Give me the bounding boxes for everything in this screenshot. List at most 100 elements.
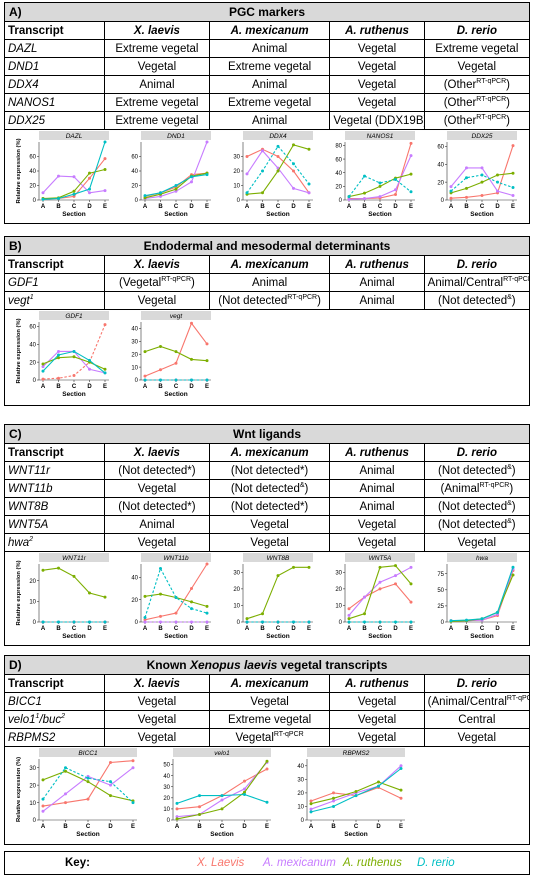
cell-text: (Animal: [440, 482, 480, 495]
y-tick-label: 40: [131, 327, 138, 333]
y-axis-label: Relative expression (%): [16, 560, 22, 625]
localization-cell: (Not detected*): [209, 461, 331, 480]
y-tick-label: 20: [297, 791, 304, 797]
y-tick-label: 40: [29, 169, 36, 175]
x-tick-label: E: [103, 626, 107, 632]
data-point-ruthenus: [399, 788, 403, 792]
localization-cell: Extreme vegetal: [104, 111, 210, 130]
data-point-ruthenus: [109, 794, 112, 798]
data-point-ruthenus: [409, 172, 413, 176]
y-tick-label: 30: [163, 785, 170, 791]
transcript-cell: hwa2: [5, 533, 106, 552]
cell-text: Vegetal: [357, 42, 397, 55]
cell-text: Vegetal: [357, 60, 397, 73]
data-point-ruthenus: [159, 592, 162, 596]
x-tick-label: A: [41, 204, 46, 210]
x-axis-label: Section: [266, 211, 290, 218]
x-tick-label: E: [409, 204, 413, 210]
data-point-rerio: [363, 620, 366, 624]
data-point-rerio: [347, 195, 351, 199]
data-point-ruthenus: [292, 143, 295, 147]
data-point-ruthenus: [377, 780, 380, 784]
x-tick-label: E: [307, 204, 311, 210]
y-tick-label: 40: [297, 764, 304, 770]
transcript-cell: DAZL: [5, 39, 106, 58]
data-point-rerio: [449, 619, 453, 623]
chart-strip: [141, 131, 211, 140]
chart-wnt5a: WNT5A 0 10 20 30 A B C D E Section: [335, 553, 415, 640]
data-point-ruthenus: [265, 759, 269, 763]
data-point-ruthenus: [41, 568, 45, 572]
table-header-cell: A. mexicanum: [209, 22, 331, 40]
data-point-rerio: [363, 174, 366, 178]
cell-superscript: RT-qPCR: [161, 275, 192, 283]
data-point-ruthenus: [480, 180, 484, 184]
data-point-rerio: [159, 566, 162, 570]
x-tick-label: A: [175, 824, 180, 830]
cell-text: Vegetal: [137, 713, 177, 726]
localization-cell: Vegetal: [209, 533, 331, 552]
localization-cell: Extreme vegetal: [104, 93, 210, 112]
x-tick-label: C: [86, 824, 91, 830]
x-tick-label: D: [291, 626, 296, 632]
data-point-laevis: [190, 321, 193, 325]
data-point-ruthenus: [103, 367, 107, 371]
table-header-cell: Transcript: [5, 675, 106, 693]
cell-text-tail: ): [506, 114, 510, 127]
localization-cell: Animal: [329, 273, 425, 292]
data-point-mexicanum: [159, 194, 162, 198]
data-point-rerio: [143, 616, 147, 620]
data-point-ruthenus: [174, 350, 178, 354]
x-axis-label: Section: [470, 211, 494, 218]
cell-text: Vegetal: [357, 518, 397, 531]
x-tick-label: C: [72, 626, 77, 632]
table-row: DND1 Vegetal Extreme vegetal Vegetal Vegetal: [5, 57, 529, 76]
data-point-ruthenus: [88, 591, 91, 595]
table-header-cell: D. rerio: [424, 22, 529, 40]
y-tick-label: 20: [29, 184, 36, 190]
data-point-rerio: [309, 810, 313, 814]
x-tick-label: E: [205, 626, 209, 632]
panel-b-title: B) Endodermal and mesodermal determinant…: [5, 237, 529, 256]
data-point-rerio: [103, 620, 107, 624]
table-header-cell: X. laevis: [104, 22, 210, 40]
data-point-rerio: [394, 178, 397, 182]
cell-text: Extreme vegetal: [228, 96, 312, 109]
data-point-ruthenus: [57, 356, 60, 360]
localization-cell: (Not detected&): [424, 515, 529, 534]
localization-cell: (OtherRT-qPCR): [424, 111, 529, 130]
localization-cell: (Not detected&): [424, 497, 529, 516]
data-point-mexicanum: [243, 787, 246, 791]
data-point-mexicanum: [449, 185, 453, 189]
cell-superscript: 1: [29, 293, 34, 301]
x-tick-label: D: [393, 626, 398, 632]
y-tick-label: 60: [29, 155, 36, 161]
table-row: GDF1 (VegetalRT-qPCR) Animal Animal Animal/C…: [5, 273, 529, 292]
cell-text-tail: ): [506, 96, 510, 109]
data-point-rerio: [103, 140, 107, 144]
data-point-mexicanum: [143, 620, 147, 624]
x-axis-label: Section: [210, 831, 234, 838]
localization-cell: Vegetal: [329, 533, 425, 552]
data-point-laevis: [86, 797, 90, 801]
data-point-mexicanum: [175, 815, 179, 819]
cell-text: Animal: [359, 500, 395, 513]
chart-strip: [307, 748, 405, 757]
cell-text: NANOS1: [8, 96, 56, 109]
data-point-rerio: [354, 794, 358, 798]
data-point-mexicanum: [109, 783, 112, 787]
x-tick-label: C: [174, 384, 179, 390]
cell-text: DAZL: [8, 42, 38, 55]
table-row: WNT8B (Not detected*) (Not detected*) Anima…: [5, 497, 529, 516]
chart-title: RBPMS2: [343, 750, 370, 757]
data-point-laevis: [103, 157, 107, 161]
table-row: DDX25 Extreme vegetal Animal Vegetal (DDX19…: [5, 111, 529, 130]
table-row: NANOS1 Extreme vegetal Extreme vegetal Vege…: [5, 93, 529, 112]
panel-b-heading: Endodermal and mesodermal determinants: [143, 239, 391, 253]
data-point-mexicanum: [190, 620, 193, 624]
localization-cell: Extreme vegetal: [209, 93, 331, 112]
chart-ddx4: DDX4 0 10 20 30 A B C D E Section: [233, 131, 313, 218]
cell-text: (Not detected*): [230, 464, 309, 477]
series-line-ruthenus: [144, 345, 208, 362]
data-point-laevis: [243, 779, 246, 783]
